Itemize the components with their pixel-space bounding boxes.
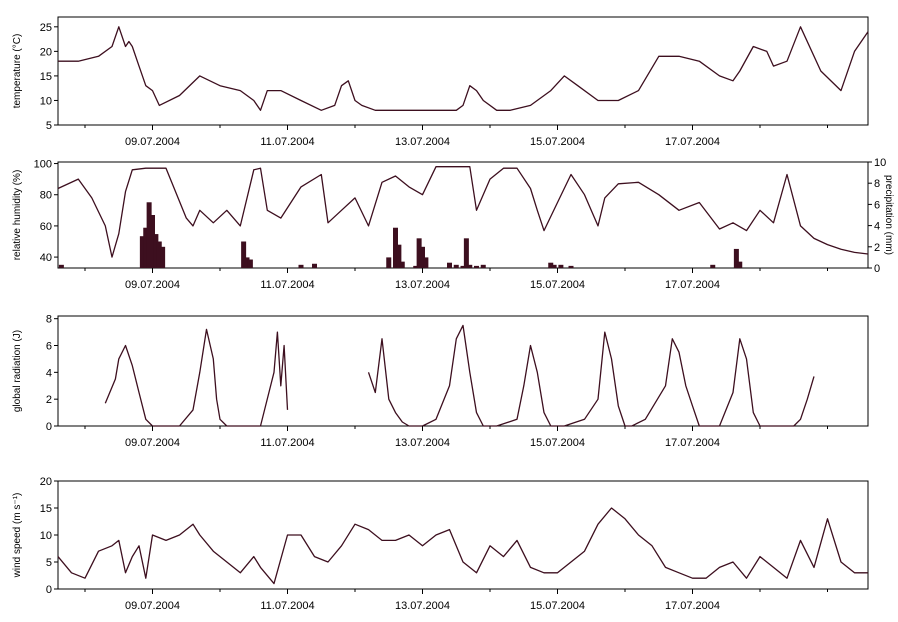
x-tick-label: 11.07.2004 [260, 600, 314, 612]
y2-axis-label: precipitation (mm) [883, 175, 894, 255]
x-tick-label: 17.07.2004 [665, 279, 720, 291]
y-tick-label: 20 [40, 476, 52, 488]
plot-frame [57, 16, 869, 126]
x-tick-label: 13.07.2004 [395, 279, 450, 291]
precip-bar [244, 257, 250, 268]
precip-bar [480, 264, 486, 268]
precip-bar [416, 238, 422, 268]
y2-tick-label: 10 [874, 157, 886, 169]
plot-frame [57, 161, 869, 269]
precip-bar [160, 246, 166, 268]
precip-bar [156, 241, 162, 268]
series-line [367, 324, 815, 427]
precip-bar [153, 234, 159, 268]
precip-bar [447, 262, 452, 268]
precip-bar [58, 264, 64, 268]
precip-bar [399, 261, 405, 268]
y-tick-label: 15 [40, 71, 52, 83]
series-line [58, 26, 869, 111]
y-axis-label: global radiation (J) [12, 330, 23, 412]
precip-bar [453, 264, 459, 268]
precip-bar [139, 236, 145, 268]
y-tick-label: 60 [40, 221, 52, 233]
y-tick-label: 100 [34, 159, 52, 171]
x-tick-label: 11.07.2004 [260, 279, 314, 291]
y-tick-label: 15 [40, 503, 52, 515]
x-tick-label: 15.07.2004 [530, 600, 585, 612]
y-tick-label: 80 [40, 190, 52, 202]
x-tick-label: 17.07.2004 [665, 600, 720, 612]
precip-bar [710, 264, 716, 268]
x-tick-label: 13.07.2004 [395, 437, 450, 449]
x-tick-label: 09.07.2004 [125, 600, 180, 612]
precip-bar [548, 262, 554, 268]
precip-bar [241, 241, 247, 268]
precip-bar [298, 264, 304, 268]
panel-4: 0 5 10 15 20 wind speed (m s⁻¹) 09.07.2004 11.0… [12, 476, 869, 612]
y-tick-label: 2 [46, 394, 52, 406]
y-axis-label: wind speed (m s⁻¹) [12, 493, 23, 579]
precip-bar [733, 248, 739, 268]
precip-bar [393, 227, 398, 268]
y-tick-label: 25 [40, 22, 52, 34]
series-line [57, 166, 869, 258]
panel-2: 40 60 80 100 0 2 4 6 8 10 precipitation (mm) relati… [12, 157, 894, 291]
y-tick-label: 10 [40, 530, 52, 542]
y-tick-label: 5 [46, 120, 52, 132]
x-tick-label: 09.07.2004 [125, 437, 180, 449]
y-tick-label: 0 [46, 421, 52, 433]
precip-bar [474, 265, 479, 268]
precip-bar [312, 263, 317, 268]
x-tick-label: 09.07.2004 [125, 136, 180, 148]
precip-bar [551, 264, 557, 268]
y2-tick-label: 0 [874, 263, 880, 275]
precip-bar [463, 238, 469, 268]
precip-bar [737, 261, 743, 268]
x-tick-label: 17.07.2004 [665, 136, 720, 148]
precip-bar [386, 257, 392, 268]
y-tick-label: 8 [46, 314, 52, 326]
y2-tick-label: 6 [874, 199, 880, 211]
x-tick-label: 15.07.2004 [530, 136, 585, 148]
x-tick-label: 11.07.2004 [260, 136, 314, 148]
y2-tick-label: 2 [874, 242, 880, 254]
y-tick-label: 40 [40, 252, 52, 264]
precip-bar [143, 227, 149, 268]
precip-bar [247, 259, 253, 268]
precip-bar [423, 257, 429, 268]
y-tick-label: 4 [46, 367, 52, 379]
y-tick-label: 5 [46, 557, 52, 569]
precip-bar [420, 246, 425, 268]
y2-tick-label: 8 [874, 178, 880, 190]
precip-bar [396, 244, 402, 268]
y2-tick-label: 4 [874, 221, 880, 233]
y-tick-label: 20 [40, 46, 52, 58]
series-line [57, 507, 868, 585]
x-tick-label: 13.07.2004 [395, 600, 450, 612]
precip-bar [568, 265, 574, 268]
x-tick-label: 13.07.2004 [395, 136, 450, 148]
y-tick-label: 6 [46, 341, 52, 353]
precip-bar [558, 264, 564, 268]
y-axis-label: temperature (°C) [12, 34, 23, 109]
panel-1: 5 10 15 20 25 temperature (°C) 09.07.2004 11.07… [12, 16, 869, 148]
series-line [104, 328, 289, 427]
precip-bar [150, 215, 155, 268]
precip-bar [460, 265, 466, 268]
panel-3: 0 2 4 6 8 global radiation (J) 09.07.2004 11.07… [12, 314, 869, 449]
x-tick-label: 11.07.2004 [260, 437, 314, 449]
precip-bar [467, 264, 473, 268]
y-axis-label: relative humidity (%) [12, 170, 23, 261]
x-tick-label: 09.07.2004 [125, 279, 180, 291]
plot-frame [57, 315, 869, 427]
precip-bar [413, 265, 419, 268]
x-tick-label: 15.07.2004 [530, 437, 585, 449]
y-tick-label: 10 [40, 95, 52, 107]
y-tick-label: 0 [46, 584, 52, 596]
precip-bar [146, 202, 152, 268]
x-tick-label: 15.07.2004 [530, 279, 585, 291]
x-tick-label: 17.07.2004 [665, 437, 720, 449]
